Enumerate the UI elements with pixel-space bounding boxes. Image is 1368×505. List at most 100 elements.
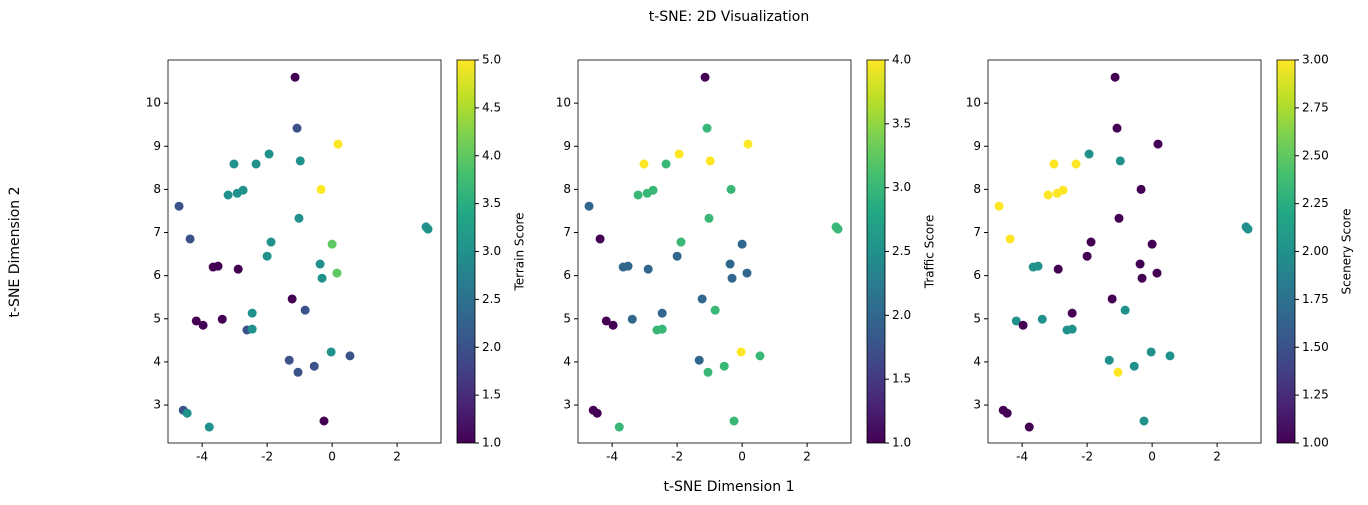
y-tick-label: 8 xyxy=(973,182,981,196)
point xyxy=(233,264,243,274)
point xyxy=(1137,273,1147,283)
point xyxy=(191,316,201,326)
x-tick-label: 2 xyxy=(393,450,401,464)
point xyxy=(1043,190,1053,200)
point xyxy=(182,408,192,418)
colorbar-tick-label: 1.50 xyxy=(1302,340,1329,354)
colorbar-tick-label: 4.0 xyxy=(892,53,911,67)
point xyxy=(294,213,304,223)
colorbar xyxy=(456,59,476,444)
point xyxy=(1084,149,1094,159)
point xyxy=(639,159,649,169)
y-tick-label: 3 xyxy=(563,398,571,412)
x-tick-label: 0 xyxy=(738,450,746,464)
point xyxy=(223,190,233,200)
point xyxy=(287,294,297,304)
colorbar xyxy=(866,59,886,444)
point xyxy=(672,251,682,261)
y-tick-label: 7 xyxy=(153,225,161,239)
point xyxy=(262,251,272,261)
point xyxy=(725,259,735,269)
point xyxy=(674,149,684,159)
point xyxy=(300,305,310,315)
point xyxy=(292,123,302,133)
point xyxy=(704,213,714,223)
x-tick-label: -4 xyxy=(196,450,208,464)
point xyxy=(1053,264,1063,274)
point xyxy=(315,259,325,269)
point xyxy=(623,261,633,271)
point xyxy=(326,347,336,357)
colorbar-tick-label: 4.5 xyxy=(482,100,501,114)
point xyxy=(213,261,223,271)
point xyxy=(251,159,261,169)
point xyxy=(204,422,214,432)
point xyxy=(700,72,710,82)
point xyxy=(1049,159,1059,169)
point xyxy=(657,324,667,334)
point xyxy=(290,72,300,82)
colorbar-label: Scenery Score xyxy=(1340,208,1354,294)
colorbar-tick-label: 2.50 xyxy=(1302,148,1329,162)
point xyxy=(584,201,594,211)
point xyxy=(1135,259,1145,269)
x-tick-label: -2 xyxy=(671,450,683,464)
point xyxy=(1002,408,1012,418)
point xyxy=(423,224,433,234)
colorbar-tick-label: 3.5 xyxy=(892,116,911,130)
point xyxy=(697,294,707,304)
colorbar-tick-label: 2.75 xyxy=(1302,100,1329,114)
point xyxy=(601,316,611,326)
colorbar-tick-label: 1.00 xyxy=(1302,436,1329,450)
point xyxy=(1107,294,1117,304)
y-tick-label: 5 xyxy=(153,311,161,325)
point xyxy=(247,308,257,318)
point xyxy=(657,308,667,318)
point xyxy=(726,184,736,194)
point xyxy=(1113,367,1123,377)
x-tick-label: 0 xyxy=(1148,450,1156,464)
colorbar-tick-label: 2.0 xyxy=(482,340,501,354)
y-tick-label: 9 xyxy=(563,139,571,153)
point xyxy=(1110,72,1120,82)
point xyxy=(264,149,274,159)
point xyxy=(648,185,658,195)
point xyxy=(742,268,752,278)
x-tick-label: -2 xyxy=(261,450,273,464)
point xyxy=(1033,261,1043,271)
point xyxy=(595,234,605,244)
point xyxy=(266,237,276,247)
point xyxy=(702,123,712,133)
point xyxy=(592,408,602,418)
point xyxy=(676,237,686,247)
colorbar xyxy=(1276,59,1296,444)
point xyxy=(614,422,624,432)
y-tick-label: 10 xyxy=(966,96,981,110)
point xyxy=(710,305,720,315)
colorbar-tick-label: 1.0 xyxy=(482,436,501,450)
point xyxy=(293,367,303,377)
y-axis-label: t-SNE Dimension 2 xyxy=(7,187,23,318)
point xyxy=(608,320,618,330)
colorbar-label: Terrain Score xyxy=(513,212,527,291)
point xyxy=(1067,324,1077,334)
point xyxy=(332,268,342,278)
y-tick-label: 4 xyxy=(563,354,571,368)
y-tick-label: 3 xyxy=(973,398,981,412)
y-tick-label: 6 xyxy=(153,268,161,282)
point xyxy=(1165,351,1175,361)
point xyxy=(229,159,239,169)
colorbar-tick-label: 2.25 xyxy=(1302,196,1329,210)
point xyxy=(1120,305,1130,315)
x-axis-label: t-SNE Dimension 1 xyxy=(664,479,795,495)
y-tick-label: 5 xyxy=(973,311,981,325)
colorbar-tick-label: 1.25 xyxy=(1302,388,1329,402)
y-tick-label: 3 xyxy=(153,398,161,412)
y-tick-label: 10 xyxy=(556,96,571,110)
point xyxy=(1243,224,1253,234)
point xyxy=(755,351,765,361)
point xyxy=(247,324,257,334)
point xyxy=(1146,347,1156,357)
